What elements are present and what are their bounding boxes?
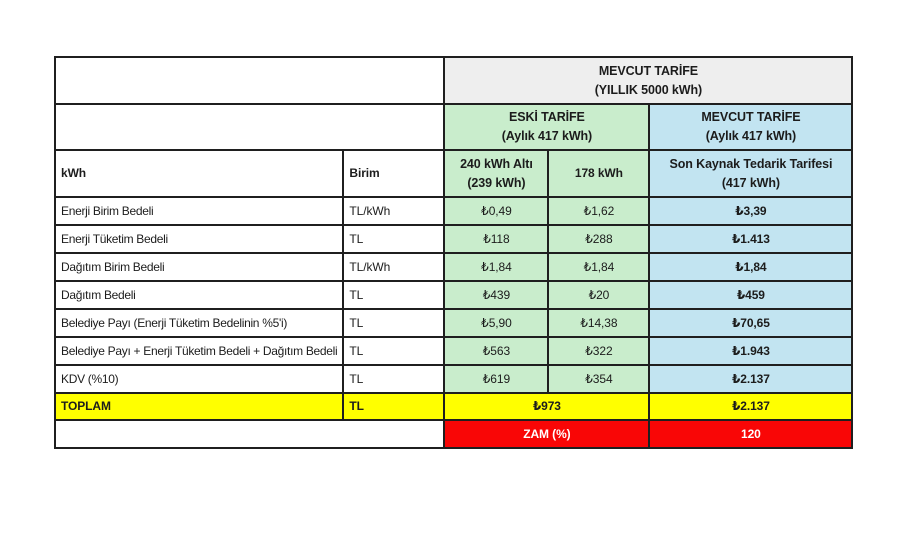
row-new-value: ₺3,39 (648, 196, 854, 226)
increase-row: ZAM (%) 120 (53, 419, 854, 449)
column-header-old1-line1: 240 kWh Altı (460, 156, 533, 171)
column-header-old1-line2: (239 kWh) (467, 175, 526, 190)
total-new-value: ₺2.137 (648, 392, 854, 421)
row-old2-value: ₺14,38 (547, 308, 651, 338)
table-row: Belediye Payı (Enerji Tüketim Bedelinin … (53, 308, 854, 338)
row-old2-value: ₺354 (547, 364, 651, 394)
tariff-table: MEVCUT TARİFE (YILLIK 5000 kWh) ESKİ TAR… (53, 56, 854, 449)
table-row: Dağıtım Bedeli TL ₺439 ₺20 ₺459 (53, 280, 854, 310)
column-header-old1: 240 kWh Altı (239 kWh) (443, 149, 550, 198)
old-tariff-title: ESKİ TARİFE (509, 110, 585, 124)
row-old1-value: ₺5,90 (443, 308, 550, 338)
row-new-value: ₺70,65 (648, 308, 854, 338)
total-old-value: ₺973 (443, 392, 651, 421)
row-old2-value: ₺1,62 (547, 196, 651, 226)
main-title-line2: (YILLIK 5000 kWh) (594, 82, 703, 97)
new-tariff-subtitle: (Aylık 417 kWh) (705, 129, 797, 143)
row-label: Dağıtım Bedeli (53, 280, 345, 310)
old-tariff-group-header: ESKİ TARİFE (Aylık 417 kWh) (443, 103, 651, 151)
row-new-value: ₺2.137 (648, 364, 854, 394)
row-new-value: ₺459 (648, 280, 854, 310)
main-header-row: MEVCUT TARİFE (YILLIK 5000 kWh) (53, 56, 854, 105)
row-new-value: ₺1,84 (648, 252, 854, 282)
row-unit: TL (342, 308, 446, 338)
row-unit: TL/kWh (342, 252, 446, 282)
total-unit: TL (342, 392, 446, 421)
group-header-row: ESKİ TARİFE (Aylık 417 kWh) MEVCUT TARİF… (53, 103, 854, 151)
column-header-birim: Birim (342, 149, 446, 198)
row-old2-value: ₺322 (547, 336, 651, 366)
column-header-new: Son Kaynak Tedarik Tarifesi (417 kWh) (648, 149, 854, 198)
new-tariff-group-header: MEVCUT TARİFE (Aylık 417 kWh) (648, 103, 854, 151)
row-old1-value: ₺563 (443, 336, 550, 366)
new-tariff-title: MEVCUT TARİFE (701, 110, 801, 124)
row-label: Enerji Birim Bedeli (53, 196, 345, 226)
row-label: Enerji Tüketim Bedeli (53, 224, 345, 254)
row-label: KDV (%10) (53, 364, 345, 394)
main-title-cell: MEVCUT TARİFE (YILLIK 5000 kWh) (443, 56, 854, 105)
row-old1-value: ₺439 (443, 280, 550, 310)
table-row: KDV (%10) TL ₺619 ₺354 ₺2.137 (53, 364, 854, 394)
row-unit: TL (342, 364, 446, 394)
total-row: TOPLAM TL ₺973 ₺2.137 (53, 392, 854, 421)
spacer-bottom-left (53, 419, 446, 449)
row-unit: TL (342, 224, 446, 254)
row-label: Dağıtım Birim Bedeli (53, 252, 345, 282)
column-header-kwh: kWh (53, 149, 345, 198)
row-unit: TL (342, 280, 446, 310)
column-header-old2: 178 kWh (547, 149, 651, 198)
table-row: Dağıtım Birim Bedeli TL/kWh ₺1,84 ₺1,84 … (53, 252, 854, 282)
increase-label: ZAM (%) (443, 419, 651, 449)
increase-value: 120 (648, 419, 854, 449)
spacer-top-left (53, 56, 446, 105)
row-old1-value: ₺0,49 (443, 196, 550, 226)
row-old1-value: ₺118 (443, 224, 550, 254)
row-new-value: ₺1.413 (648, 224, 854, 254)
table-row: Enerji Tüketim Bedeli TL ₺118 ₺288 ₺1.41… (53, 224, 854, 254)
table-row: Enerji Birim Bedeli TL/kWh ₺0,49 ₺1,62 ₺… (53, 196, 854, 226)
old-tariff-subtitle: (Aylık 417 kWh) (501, 129, 593, 143)
column-header-new-line2: (417 kWh) (721, 175, 780, 190)
spacer-group-left (53, 103, 446, 151)
column-header-new-line1: Son Kaynak Tedarik Tarifesi (669, 156, 833, 171)
table-row: Belediye Payı + Enerji Tüketim Bedeli + … (53, 336, 854, 366)
row-old1-value: ₺1,84 (443, 252, 550, 282)
main-title-line1: MEVCUT TARİFE (598, 63, 698, 78)
column-header-row: kWh Birim 240 kWh Altı (239 kWh) 178 kWh… (53, 149, 854, 198)
row-old2-value: ₺288 (547, 224, 651, 254)
row-label: Belediye Payı (Enerji Tüketim Bedelinin … (53, 308, 345, 338)
row-old2-value: ₺20 (547, 280, 651, 310)
row-label: Belediye Payı + Enerji Tüketim Bedeli + … (53, 336, 345, 366)
row-unit: TL (342, 336, 446, 366)
row-new-value: ₺1.943 (648, 336, 854, 366)
total-label: TOPLAM (53, 392, 345, 421)
row-old1-value: ₺619 (443, 364, 550, 394)
row-old2-value: ₺1,84 (547, 252, 651, 282)
row-unit: TL/kWh (342, 196, 446, 226)
